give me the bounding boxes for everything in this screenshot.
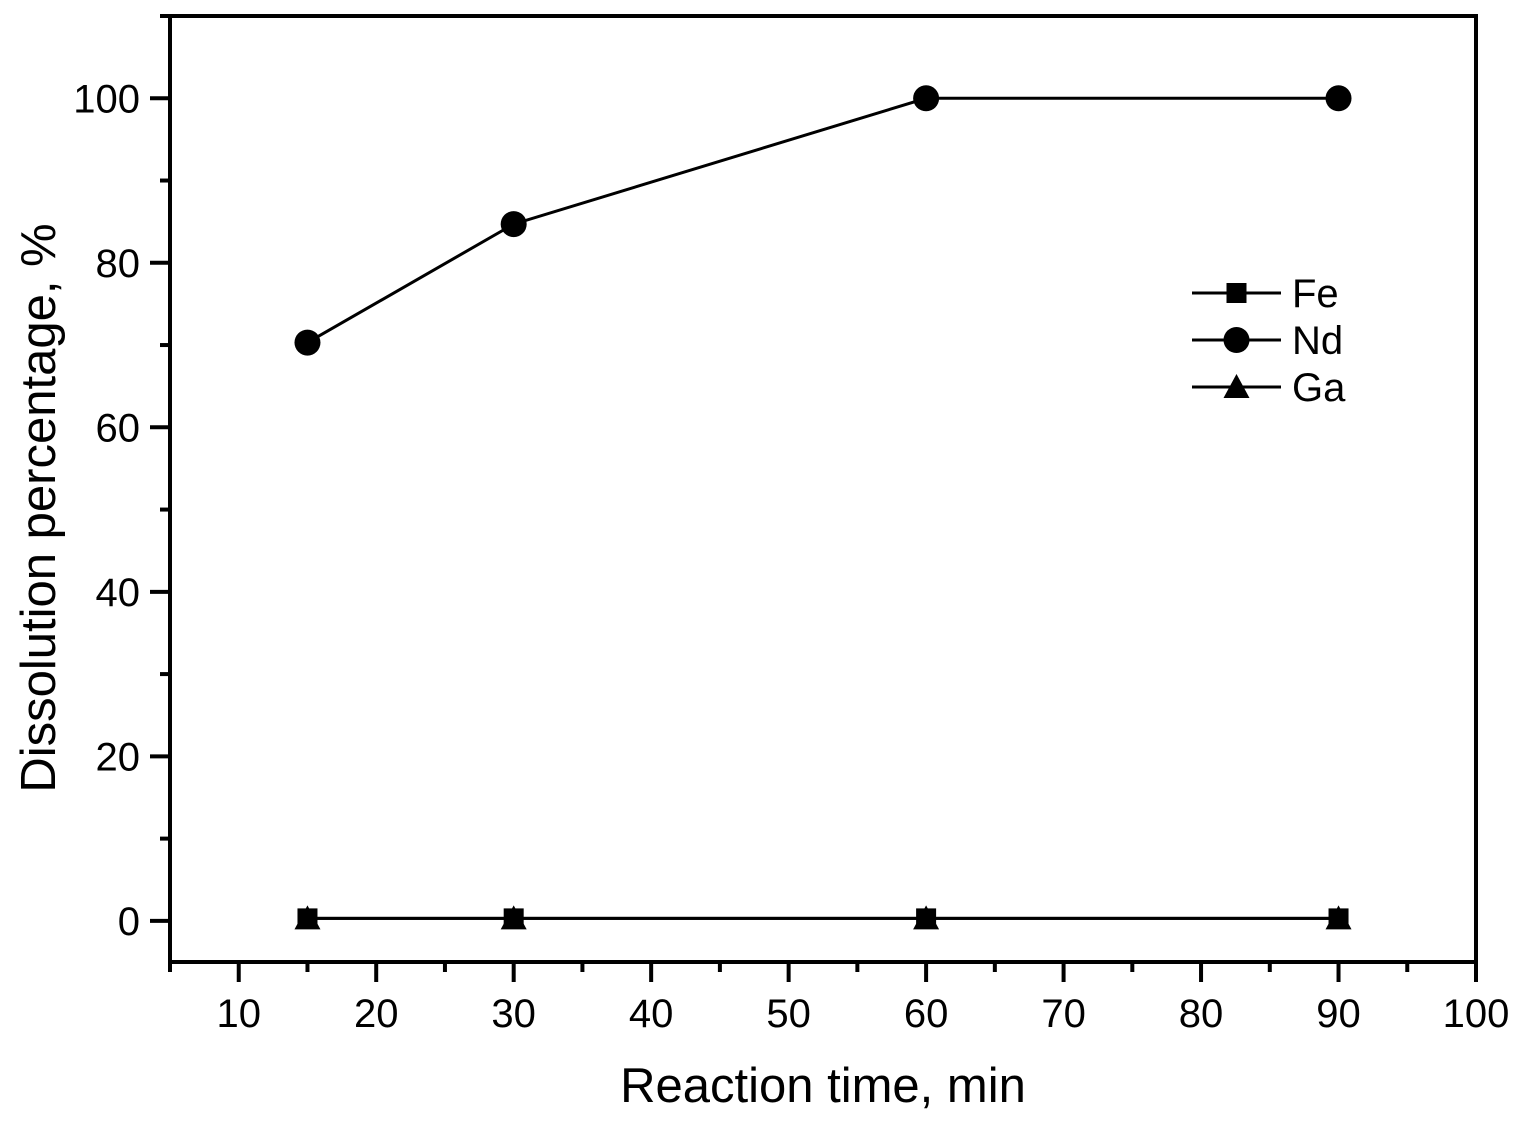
- data-point-nd-marker: [500, 211, 527, 238]
- series-line-nd: [306, 96, 1339, 344]
- y-axis-tick-label: 60: [96, 406, 141, 450]
- x-axis-title: Reaction time, min: [620, 1059, 1026, 1113]
- data-point-nd-marker: [294, 329, 321, 356]
- y-axis-tick-label: 80: [96, 242, 141, 286]
- y-axis-title: Dissolution percentage, %: [12, 223, 66, 792]
- x-axis-tick-label: 10: [216, 992, 261, 1036]
- y-axis-tick-label: 40: [96, 571, 141, 615]
- x-axis-tick-label: 80: [1179, 992, 1224, 1036]
- x-axis-tick-label: 70: [1041, 992, 1086, 1036]
- x-axis-tick-label: 30: [491, 992, 536, 1036]
- legend-square-icon: [1226, 283, 1247, 303]
- data-point-nd-marker: [1325, 85, 1352, 112]
- data-point-ga-marker: [1325, 905, 1352, 930]
- x-axis-tick-label: 20: [354, 992, 399, 1036]
- data-point-ga-marker: [500, 905, 527, 930]
- x-axis-tick-label: 60: [904, 992, 949, 1036]
- legend-circle-icon: [1223, 327, 1250, 353]
- y-axis-tick-label: 20: [96, 735, 141, 779]
- axes-frame: [168, 14, 1478, 964]
- legend-triangle-icon: [1223, 374, 1250, 398]
- data-point-nd-marker: [913, 85, 940, 112]
- x-axis-tick-label: 50: [766, 992, 811, 1036]
- data-point-ga-marker: [913, 905, 940, 930]
- legend-label-fe: Fe: [1292, 272, 1339, 316]
- x-axis-tick-label: 100: [1443, 992, 1510, 1036]
- y-axis-tick-label: 0: [118, 900, 140, 944]
- legend-label-nd: Nd: [1292, 319, 1343, 363]
- x-axis-tick-label: 90: [1316, 992, 1361, 1036]
- data-point-ga-marker: [294, 905, 321, 930]
- y-axis-tick-label: 100: [73, 77, 140, 121]
- x-axis-tick-label: 40: [629, 992, 674, 1036]
- legend-label-ga: Ga: [1292, 366, 1346, 410]
